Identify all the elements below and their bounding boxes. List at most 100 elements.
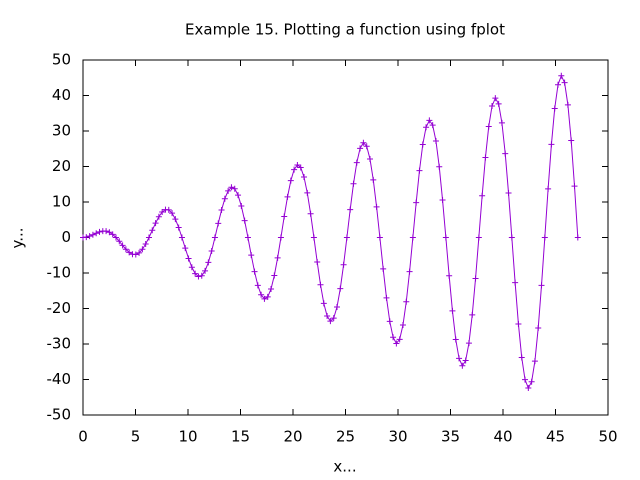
point-marker <box>518 354 525 361</box>
point-marker <box>442 234 449 241</box>
point-marker <box>498 119 505 126</box>
point-marker <box>195 273 202 280</box>
point-marker <box>149 227 156 234</box>
point-marker <box>482 154 489 161</box>
point-marker <box>396 336 403 343</box>
point-marker <box>363 143 370 150</box>
point-marker <box>564 101 571 108</box>
point-marker <box>155 213 162 220</box>
point-marker <box>541 234 548 241</box>
point-marker <box>436 163 443 170</box>
point-marker <box>512 279 519 286</box>
point-marker <box>571 183 578 190</box>
point-marker <box>380 265 387 272</box>
point-marker <box>205 259 212 266</box>
point-marker <box>489 102 496 109</box>
point-marker <box>301 174 308 181</box>
point-marker <box>429 122 436 129</box>
y-tick-label: -30 <box>47 335 72 353</box>
point-marker <box>294 162 301 169</box>
point-marker <box>555 81 562 88</box>
chart-title: Example 15. Plotting a function using fp… <box>185 21 505 39</box>
point-marker <box>423 124 430 131</box>
y-tick-label: 10 <box>52 193 71 211</box>
point-marker <box>93 230 100 237</box>
point-marker <box>522 376 529 383</box>
point-marker <box>551 105 558 112</box>
point-marker <box>472 275 479 282</box>
point-marker <box>172 216 179 223</box>
point-marker <box>159 209 166 216</box>
point-marker <box>317 281 324 288</box>
x-tick-label: 10 <box>178 428 197 446</box>
point-marker <box>202 267 209 274</box>
point-marker <box>116 238 123 245</box>
point-marker <box>188 264 195 271</box>
point-marker <box>558 72 565 79</box>
point-marker <box>185 255 192 262</box>
point-marker <box>403 298 410 305</box>
point-marker <box>409 234 416 241</box>
point-marker <box>548 141 555 148</box>
point-marker <box>284 193 291 200</box>
point-marker <box>152 220 159 227</box>
point-marker <box>327 318 334 325</box>
point-marker <box>268 285 275 292</box>
point-marker <box>568 137 575 144</box>
y-tick-label: 0 <box>61 228 71 246</box>
point-marker <box>225 187 232 194</box>
point-marker <box>218 206 225 213</box>
point-marker <box>456 355 463 362</box>
point-marker <box>119 242 126 249</box>
point-marker <box>241 217 248 224</box>
x-axis-label: x... <box>333 458 356 476</box>
x-tick-label: 40 <box>493 428 512 446</box>
y-tick-label: -10 <box>47 264 72 282</box>
point-marker <box>528 378 535 385</box>
point-marker <box>416 167 423 174</box>
point-marker <box>274 254 281 261</box>
point-marker <box>383 294 390 301</box>
point-marker <box>126 249 133 256</box>
point-marker <box>281 213 288 220</box>
y-tick-label: -20 <box>47 299 72 317</box>
x-tick-label: 50 <box>598 428 617 446</box>
point-marker <box>370 176 377 183</box>
point-marker <box>221 195 228 202</box>
point-marker <box>439 196 446 203</box>
point-marker <box>360 139 367 146</box>
point-marker <box>182 245 189 252</box>
point-marker <box>208 247 215 254</box>
point-marker <box>271 272 278 279</box>
point-marker <box>449 307 456 314</box>
point-marker <box>525 385 532 392</box>
y-tick-label: -40 <box>47 370 72 388</box>
point-marker <box>531 358 538 365</box>
point-marker <box>175 224 182 231</box>
point-marker <box>251 268 258 275</box>
point-marker <box>244 234 251 241</box>
point-marker <box>324 312 331 319</box>
point-marker <box>297 164 304 171</box>
point-marker <box>211 234 218 241</box>
point-marker <box>390 334 397 341</box>
point-marker <box>337 285 344 292</box>
y-tick-label: 30 <box>52 122 71 140</box>
point-marker <box>169 210 176 217</box>
point-marker <box>485 123 492 130</box>
point-marker <box>258 291 265 298</box>
y-tick-label: 40 <box>52 86 71 104</box>
y-tick-label: 50 <box>52 51 71 69</box>
point-marker <box>96 228 103 235</box>
point-marker <box>446 272 453 279</box>
point-marker <box>462 357 469 364</box>
y-axis-label: y... <box>9 227 27 248</box>
x-tick-label: 45 <box>546 428 565 446</box>
point-marker <box>89 231 96 238</box>
point-marker <box>419 141 426 148</box>
point-marker <box>426 117 433 124</box>
point-marker <box>178 234 185 241</box>
point-marker <box>399 322 406 329</box>
point-marker <box>122 246 129 253</box>
